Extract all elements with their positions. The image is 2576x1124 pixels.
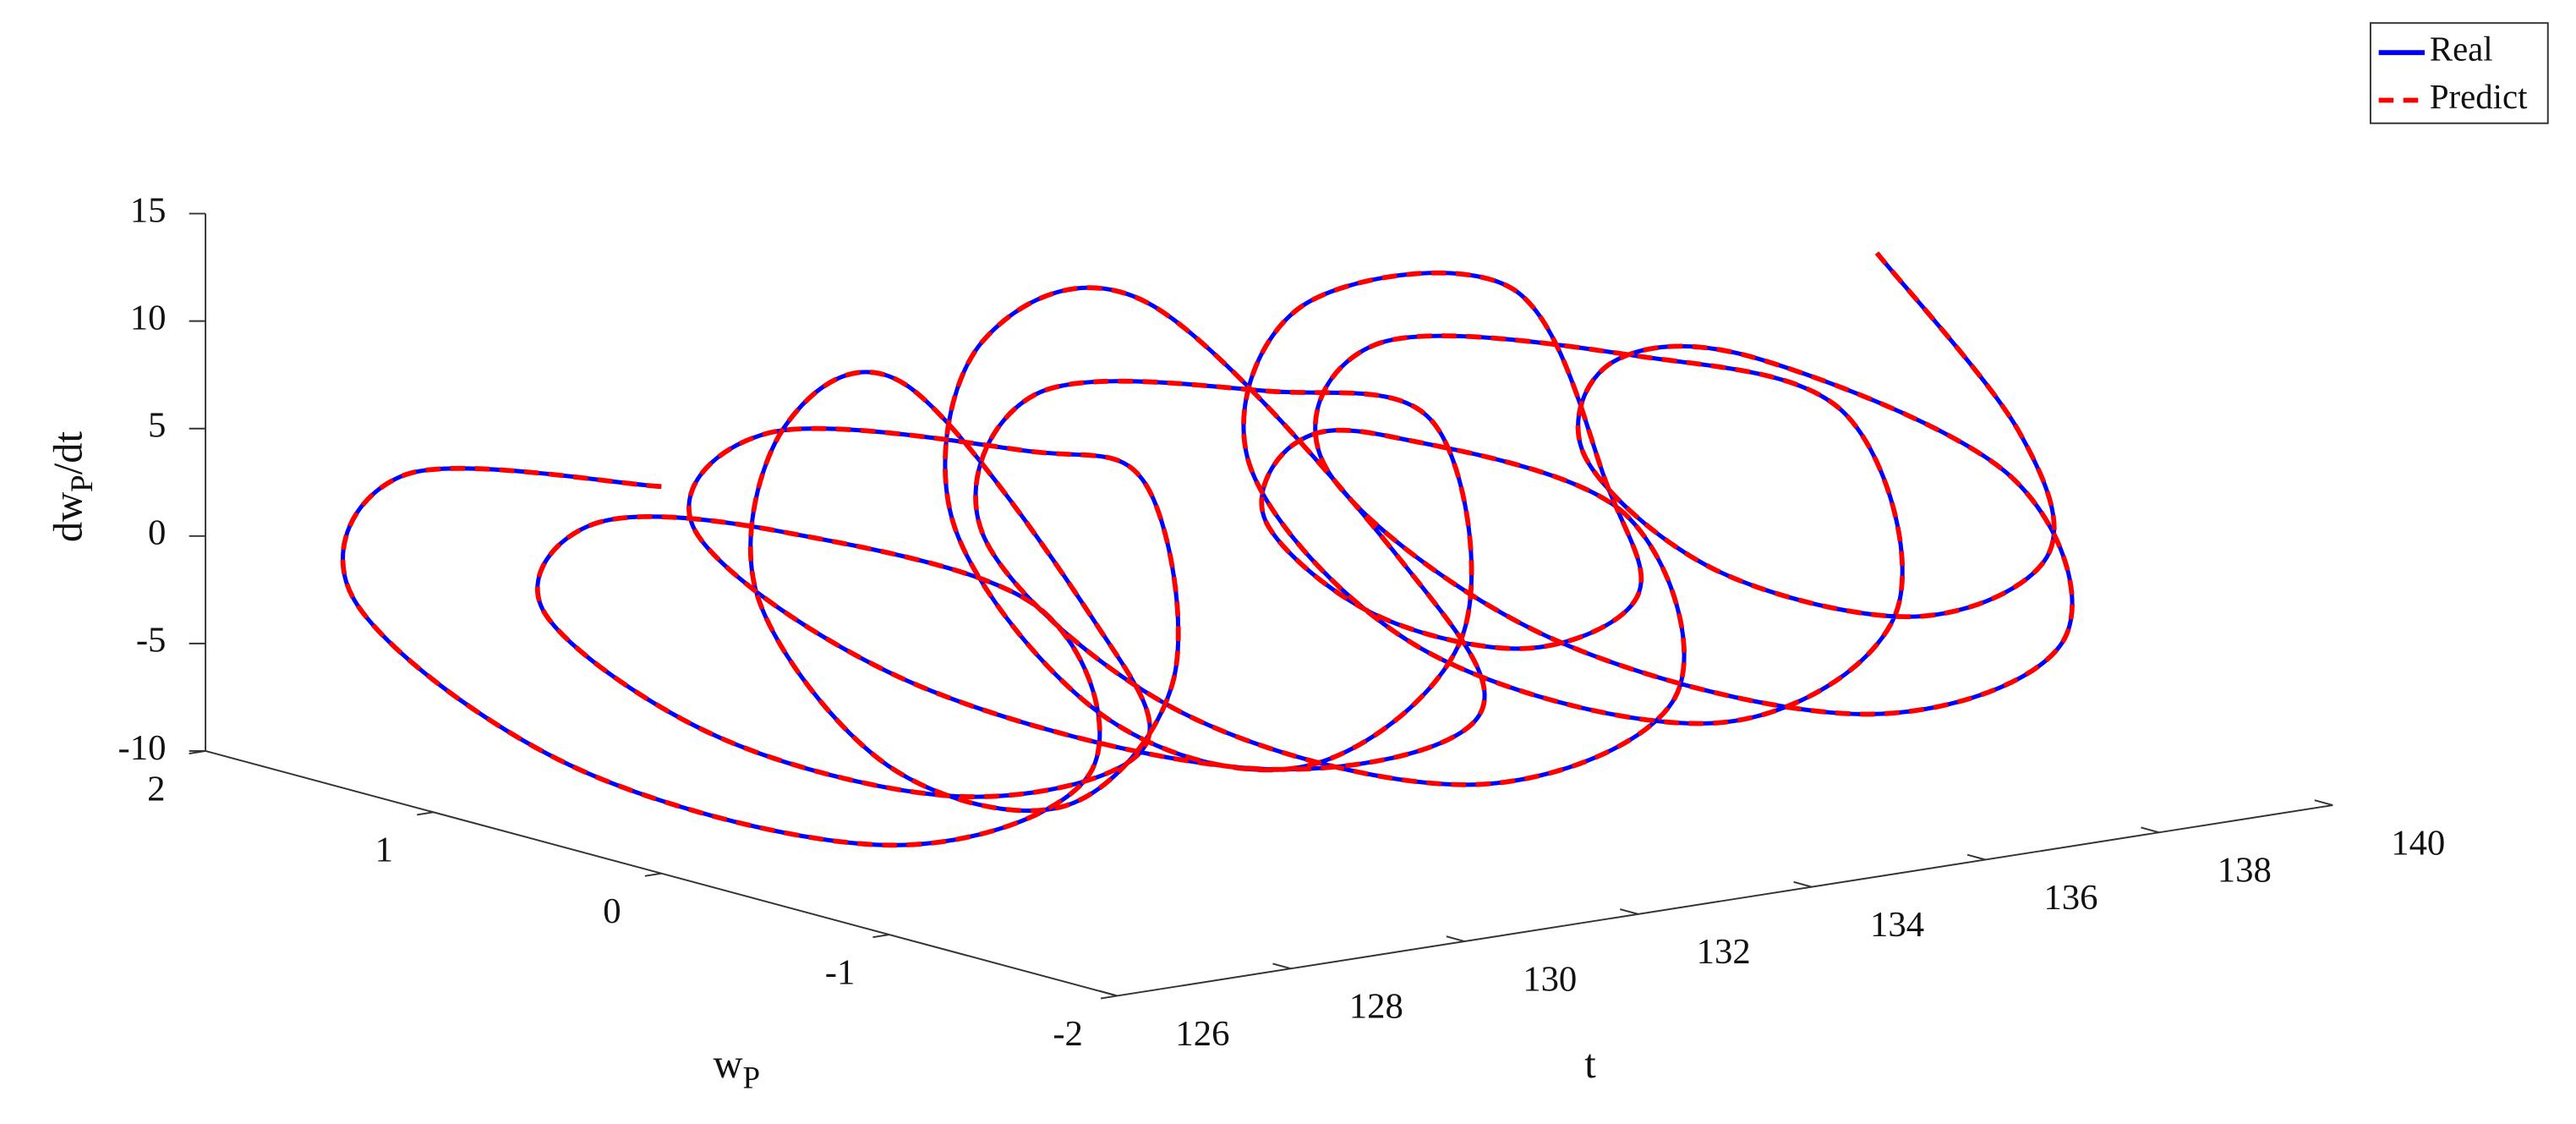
z-tick-label: 0 (148, 513, 166, 553)
z-axis-label-part: dw (46, 492, 91, 542)
y-tick (644, 872, 662, 877)
x-tick (1272, 962, 1292, 970)
x-tick-label: 130 (1523, 959, 1577, 999)
z-axis-label-part: /dt (46, 431, 91, 475)
z-tick-label: 5 (148, 406, 166, 446)
x-tick-label: 140 (2391, 823, 2445, 863)
x-tick-label: 128 (1349, 987, 1403, 1027)
x-tick (2314, 799, 2333, 806)
y-tick-label: -2 (1053, 1014, 1083, 1054)
y-tick (417, 811, 434, 816)
series-line (340, 251, 2075, 848)
z-axis-label-part: P (65, 474, 100, 492)
y-tick (189, 749, 206, 755)
y-tick (1100, 995, 1118, 1000)
z-tick-label: 15 (130, 190, 167, 230)
y-axis-label-part: P (743, 1061, 761, 1095)
x-axis (1117, 804, 2333, 997)
z-axis-label: dwP/dt (46, 431, 100, 543)
z-tick-label: 10 (130, 298, 167, 337)
legend-label: Real (2430, 30, 2493, 69)
x-tick (2141, 826, 2160, 834)
x-tick-label: 136 (2043, 878, 2097, 918)
y-tick-label: 1 (375, 831, 393, 870)
x-tick (1446, 935, 1465, 942)
y-tick-label: 0 (603, 891, 621, 931)
x-tick-label: 138 (2218, 851, 2272, 891)
z-tick-label: -10 (118, 728, 166, 768)
x-tick-label: 132 (1697, 932, 1751, 972)
y-tick (872, 934, 889, 939)
x-axis-label: t (1584, 1041, 1596, 1087)
y-axis-label-part: w (713, 1041, 742, 1087)
x-tick (1966, 853, 1986, 861)
x-tick (1793, 880, 1813, 888)
x-tick-label: 126 (1175, 1014, 1229, 1054)
x-tick-label: 134 (1870, 905, 1924, 945)
legend-label: Predict (2430, 78, 2528, 116)
z-tick-label: -5 (136, 621, 167, 661)
y-tick-label: -1 (825, 952, 856, 992)
y-tick-label: 2 (147, 769, 165, 809)
legend-box (2369, 22, 2549, 124)
x-tick (1620, 908, 1638, 915)
y-axis-label: wP (713, 1041, 760, 1095)
x-tick (1098, 990, 1118, 997)
